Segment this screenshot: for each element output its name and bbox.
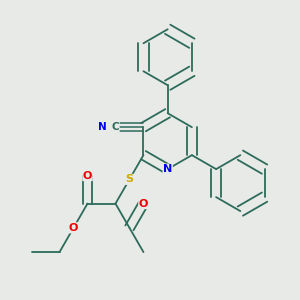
Text: N: N: [98, 122, 106, 132]
Text: N: N: [163, 164, 172, 174]
Text: O: O: [69, 223, 78, 233]
Text: S: S: [125, 174, 134, 184]
Text: C: C: [112, 122, 119, 132]
Text: O: O: [139, 199, 148, 208]
Text: O: O: [83, 171, 92, 181]
